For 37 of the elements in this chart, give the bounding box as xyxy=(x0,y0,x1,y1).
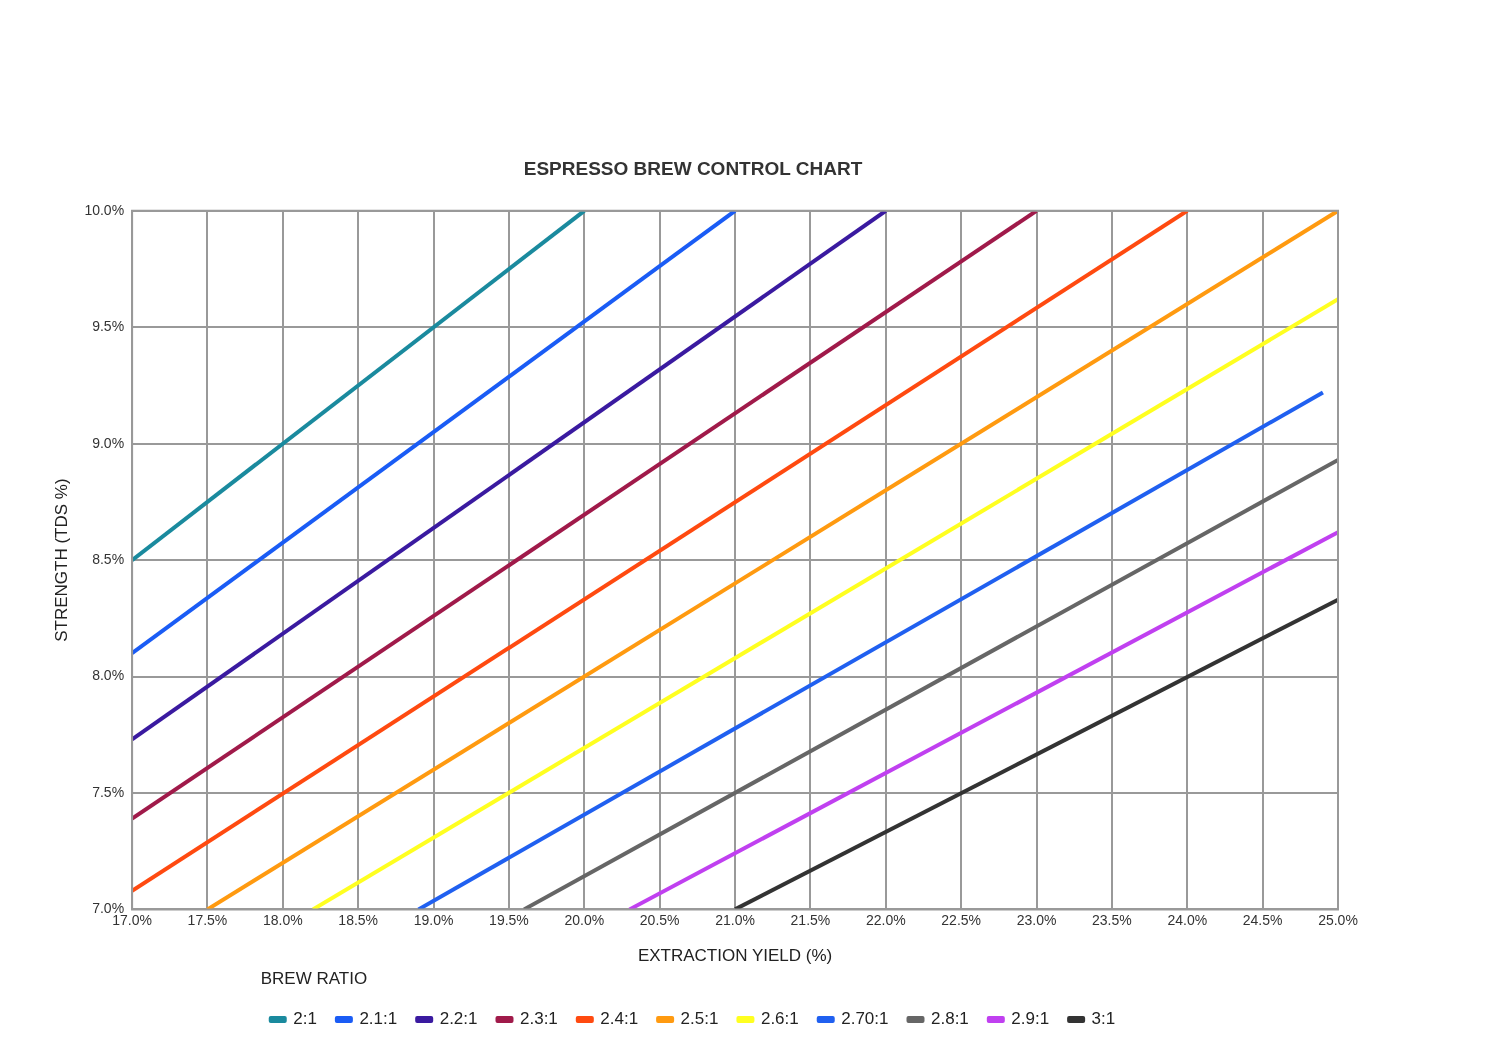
y-tick-label: 8.0% xyxy=(92,667,125,684)
legend-label: 3:1 xyxy=(1091,1009,1116,1029)
x-tick-label: 19.0% xyxy=(413,911,454,928)
legend-label: 2.9:1 xyxy=(1011,1009,1050,1029)
y-tick-label: 7.5% xyxy=(92,783,125,800)
y-axis-title: STRENGTH (TDS %) xyxy=(51,478,71,642)
legend-label: 2.70:1 xyxy=(841,1009,889,1029)
legend-label: 2.5:1 xyxy=(680,1009,719,1029)
legend-label: 2:1 xyxy=(293,1009,317,1029)
x-tick-label: 23.5% xyxy=(1092,911,1132,928)
x-tick-label: 17.5% xyxy=(187,911,228,928)
y-tick-label: 8.5% xyxy=(92,550,125,567)
chart-title: ESPRESSO BREW CONTROL CHART xyxy=(523,157,863,179)
x-tick-label: 18.0% xyxy=(262,911,303,928)
x-tick-label: 22.5% xyxy=(941,911,982,928)
legend-label: 2.6:1 xyxy=(760,1009,799,1029)
x-tick-label: 20.5% xyxy=(639,911,680,928)
y-tick-label: 9.5% xyxy=(92,318,125,335)
legend-label: 2.4:1 xyxy=(600,1009,639,1029)
x-tick-label: 18.5% xyxy=(338,911,379,928)
legend-label: 2.3:1 xyxy=(520,1009,558,1029)
x-tick-label: 21.5% xyxy=(790,911,831,928)
x-tick-label: 24.5% xyxy=(1242,911,1283,928)
x-tick-label: 19.5% xyxy=(489,911,529,928)
legend-label: 2.8:1 xyxy=(931,1009,969,1029)
y-tick-label: 9.0% xyxy=(92,434,125,451)
legend-title: BREW RATIO xyxy=(260,968,368,988)
y-tick-label: 10.0% xyxy=(84,201,125,218)
legend-label: 2.2:1 xyxy=(439,1009,478,1029)
legend-label: 2.1:1 xyxy=(359,1009,398,1029)
x-tick-label: 21.0% xyxy=(715,911,755,928)
x-tick-label: 23.0% xyxy=(1016,911,1057,928)
x-tick-label: 24.0% xyxy=(1167,911,1208,928)
x-tick-label: 22.0% xyxy=(865,911,906,928)
x-tick-label: 25.0% xyxy=(1318,911,1358,928)
x-axis-title: EXTRACTION YIELD (%) xyxy=(637,946,833,966)
x-tick-label: 20.0% xyxy=(564,911,605,928)
